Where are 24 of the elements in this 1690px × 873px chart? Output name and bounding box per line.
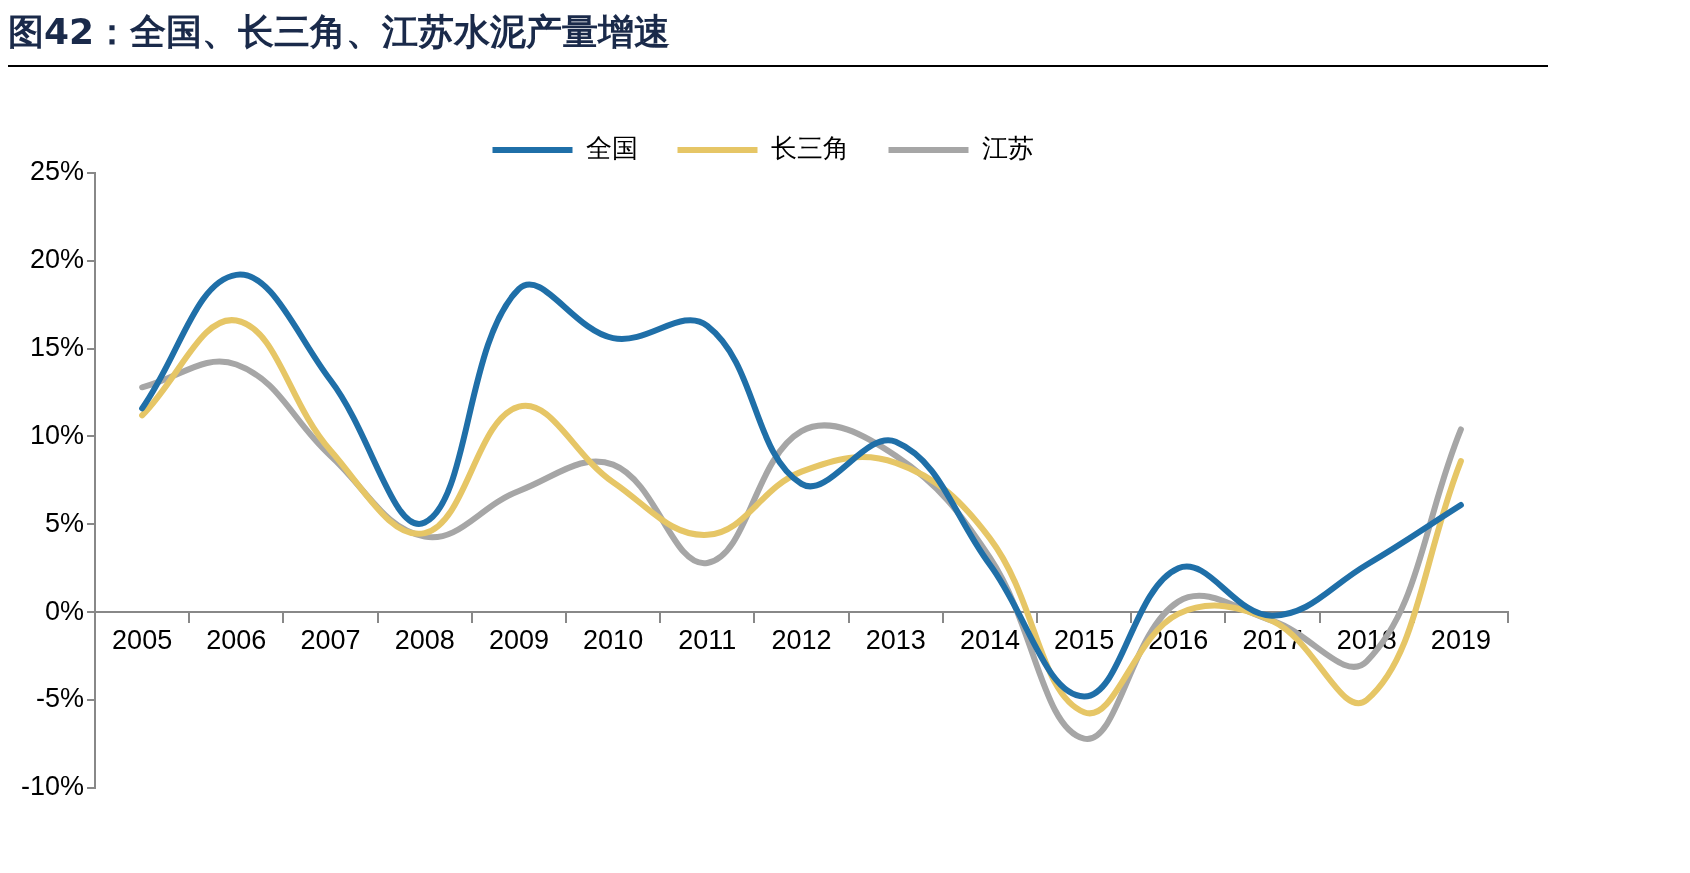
x-tick-label: 2012	[771, 624, 832, 655]
y-tick-label: 5%	[45, 507, 85, 538]
y-tick-label: 25%	[29, 156, 85, 187]
x-tick-label: 2019	[1430, 624, 1491, 655]
x-tick-label: 2007	[300, 624, 361, 655]
x-tick-label: 2011	[678, 624, 737, 655]
y-tick-label: 15%	[29, 332, 85, 363]
x-tick-label: 2013	[865, 624, 926, 655]
x-tick-label: 2014	[959, 624, 1020, 655]
x-tick-label: 2008	[394, 624, 455, 655]
chart-title: 图42：全国、长三角、江苏水泥产量增速	[8, 8, 1548, 67]
legend-label: 全国	[585, 132, 638, 163]
x-tick-label: 2006	[206, 624, 267, 655]
y-tick-label: 10%	[29, 419, 85, 450]
y-tick-label: -10%	[21, 771, 85, 802]
legend-label: 江苏	[981, 132, 1034, 163]
x-tick-label: 2010	[583, 624, 644, 655]
x-tick-label: 2015	[1054, 624, 1115, 655]
y-tick-label: 0%	[45, 595, 85, 626]
y-tick-label: -5%	[36, 683, 85, 714]
legend-label: 长三角	[770, 132, 849, 163]
x-tick-label: 2009	[488, 624, 549, 655]
y-tick-label: 20%	[29, 244, 85, 275]
x-tick-label: 2005	[112, 624, 173, 655]
